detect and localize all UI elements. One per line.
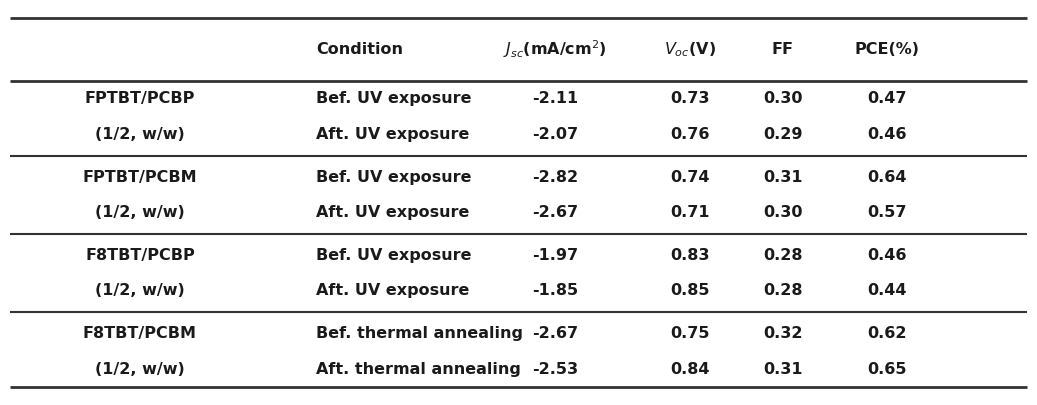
Text: Aft. thermal annealing: Aft. thermal annealing bbox=[316, 362, 522, 377]
Text: Aft. UV exposure: Aft. UV exposure bbox=[316, 283, 470, 298]
Text: FPTBT/PCBM: FPTBT/PCBM bbox=[83, 170, 197, 185]
Text: 0.64: 0.64 bbox=[867, 170, 906, 185]
Text: 0.28: 0.28 bbox=[763, 283, 803, 298]
Text: (1/2, w/w): (1/2, w/w) bbox=[95, 205, 185, 220]
Text: 0.30: 0.30 bbox=[763, 205, 803, 220]
Text: -2.53: -2.53 bbox=[532, 362, 578, 377]
Text: 0.32: 0.32 bbox=[763, 326, 803, 341]
Text: FPTBT/PCBP: FPTBT/PCBP bbox=[85, 91, 195, 106]
Text: F8TBT/PCBM: F8TBT/PCBM bbox=[83, 326, 197, 341]
Text: 0.57: 0.57 bbox=[867, 205, 906, 220]
Text: -1.97: -1.97 bbox=[532, 248, 578, 263]
Text: -2.07: -2.07 bbox=[532, 127, 578, 142]
Text: 0.84: 0.84 bbox=[670, 362, 709, 377]
Text: 0.71: 0.71 bbox=[670, 205, 709, 220]
Text: Aft. UV exposure: Aft. UV exposure bbox=[316, 205, 470, 220]
Text: 0.29: 0.29 bbox=[763, 127, 803, 142]
Text: -2.82: -2.82 bbox=[532, 170, 578, 185]
Text: Condition: Condition bbox=[316, 42, 403, 57]
Text: -2.11: -2.11 bbox=[532, 91, 578, 106]
Text: 0.31: 0.31 bbox=[763, 170, 803, 185]
Text: Bef. UV exposure: Bef. UV exposure bbox=[316, 170, 472, 185]
Text: (1/2, w/w): (1/2, w/w) bbox=[95, 362, 185, 377]
Text: FF: FF bbox=[772, 42, 794, 57]
Text: Bef. UV exposure: Bef. UV exposure bbox=[316, 91, 472, 106]
Text: 0.83: 0.83 bbox=[670, 248, 709, 263]
Text: 0.65: 0.65 bbox=[867, 362, 906, 377]
Text: 0.28: 0.28 bbox=[763, 248, 803, 263]
Text: F8TBT/PCBP: F8TBT/PCBP bbox=[85, 248, 195, 263]
Text: 0.47: 0.47 bbox=[867, 91, 906, 106]
Text: 0.31: 0.31 bbox=[763, 362, 803, 377]
Text: -2.67: -2.67 bbox=[532, 205, 578, 220]
Text: Aft. UV exposure: Aft. UV exposure bbox=[316, 127, 470, 142]
Text: Bef. thermal annealing: Bef. thermal annealing bbox=[316, 326, 524, 341]
Text: (1/2, w/w): (1/2, w/w) bbox=[95, 283, 185, 298]
Text: 0.46: 0.46 bbox=[867, 127, 906, 142]
Text: 0.85: 0.85 bbox=[670, 283, 709, 298]
Text: 0.75: 0.75 bbox=[670, 326, 709, 341]
Text: PCE(%): PCE(%) bbox=[854, 42, 919, 57]
Text: 0.62: 0.62 bbox=[867, 326, 906, 341]
Text: 0.76: 0.76 bbox=[670, 127, 709, 142]
Text: 0.46: 0.46 bbox=[867, 248, 906, 263]
Text: (1/2, w/w): (1/2, w/w) bbox=[95, 127, 185, 142]
Text: 0.44: 0.44 bbox=[867, 283, 906, 298]
Text: 0.30: 0.30 bbox=[763, 91, 803, 106]
Text: Bef. UV exposure: Bef. UV exposure bbox=[316, 248, 472, 263]
Text: 0.74: 0.74 bbox=[670, 170, 709, 185]
Text: $V_{oc}$(V): $V_{oc}$(V) bbox=[664, 40, 716, 59]
Text: -1.85: -1.85 bbox=[532, 283, 578, 298]
Text: $J_{sc}$(mA/cm$^2$): $J_{sc}$(mA/cm$^2$) bbox=[503, 39, 607, 60]
Text: 0.73: 0.73 bbox=[670, 91, 709, 106]
Text: -2.67: -2.67 bbox=[532, 326, 578, 341]
